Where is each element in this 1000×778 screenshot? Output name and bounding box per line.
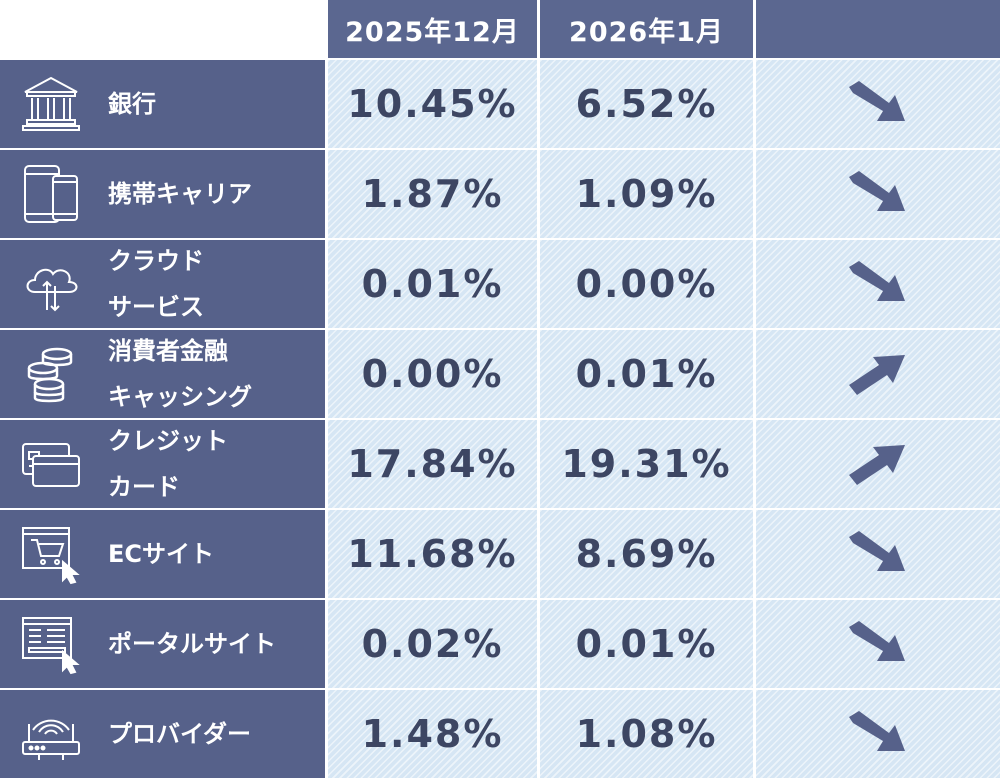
trend-down-arrow-icon [756,240,1000,328]
trend-down-arrow-icon [756,150,1000,238]
table-row: 携帯キャリア 1.87% 1.09% [0,150,1000,238]
category-label: 消費者金融キャッシング [108,330,323,418]
category-cell: 携帯キャリア [0,150,325,238]
category-cell: 銀行 [0,60,325,148]
category-label-line: カード [108,473,180,501]
category-label-line: キャッシング [108,383,252,411]
value-jan-2026: 1.08% [540,690,753,778]
value-dec-2025: 0.00% [328,330,537,418]
category-cell: クラウド サービス [0,240,325,328]
bank-icon [18,72,84,136]
coins-icon [18,342,84,406]
category-label-line: ECサイト [108,540,215,568]
router-icon [18,702,84,766]
category-label-line: 銀行 [108,90,156,118]
category-cell: ECサイト [0,510,325,598]
category-label: ECサイト [108,510,323,598]
trend-down-arrow-icon [756,510,1000,598]
category-cell: クレジット カード [0,420,325,508]
portal-site-icon [18,612,84,676]
category-label: ポータルサイト [108,600,323,688]
value-jan-2026: 1.09% [540,150,753,238]
category-label: 銀行 [108,60,323,148]
table-row: 銀行 10.45% 6.52% [0,60,1000,148]
trend-down-arrow-icon [756,600,1000,688]
table-row: プロバイダー 1.48% 1.08% [0,690,1000,778]
value-dec-2025: 1.48% [328,690,537,778]
category-cell: ポータルサイト [0,600,325,688]
value-dec-2025: 11.68% [328,510,537,598]
value-jan-2026: 0.00% [540,240,753,328]
category-label-line: プロバイダー [108,720,252,748]
trend-up-arrow-icon [756,330,1000,418]
category-label: プロバイダー [108,690,323,778]
table-row: 消費者金融 キャッシング 0.00% 0.01% [0,330,1000,418]
table-row: ポータルサイト 0.02% 0.01% [0,600,1000,688]
value-dec-2025: 10.45% [328,60,537,148]
category-label: 携帯キャリア [108,150,323,238]
category-cell: 消費者金融キャッシング [0,330,325,418]
category-cell: プロバイダー [0,690,325,778]
trend-down-arrow-icon [756,60,1000,148]
header-dec-2025: 2025年12月 [328,0,537,58]
category-label-line: 携帯キャリア [108,180,252,208]
category-label-line: ポータルサイト [108,630,276,658]
value-jan-2026: 8.69% [540,510,753,598]
cloud-icon [18,252,84,316]
category-label: クレジット カード [108,420,323,508]
table-row: クレジット カード 17.84% 19.31% [0,420,1000,508]
value-dec-2025: 17.84% [328,420,537,508]
value-dec-2025: 1.87% [328,150,537,238]
value-jan-2026: 0.01% [540,330,753,418]
category-label: クラウド サービス [108,240,323,328]
shopping-cart-icon [18,522,84,586]
category-label-line: クラウド [108,247,204,275]
table-row: ECサイト 11.68% 8.69% [0,510,1000,598]
value-jan-2026: 0.01% [540,600,753,688]
value-dec-2025: 0.02% [328,600,537,688]
table-row: クラウド サービス 0.01% 0.00% [0,240,1000,328]
category-label-line: 消費者金融 [108,337,228,365]
trend-up-arrow-icon [756,420,1000,508]
value-dec-2025: 0.01% [328,240,537,328]
category-label-line: クレジット [108,427,228,455]
category-label-line: サービス [108,293,204,321]
value-jan-2026: 6.52% [540,60,753,148]
trend-down-arrow-icon [756,690,1000,778]
header-trend [756,0,1000,58]
mobile-devices-icon [18,162,84,226]
value-jan-2026: 19.31% [540,420,753,508]
credit-card-icon [18,432,84,496]
header-jan-2026: 2026年1月 [540,0,753,58]
